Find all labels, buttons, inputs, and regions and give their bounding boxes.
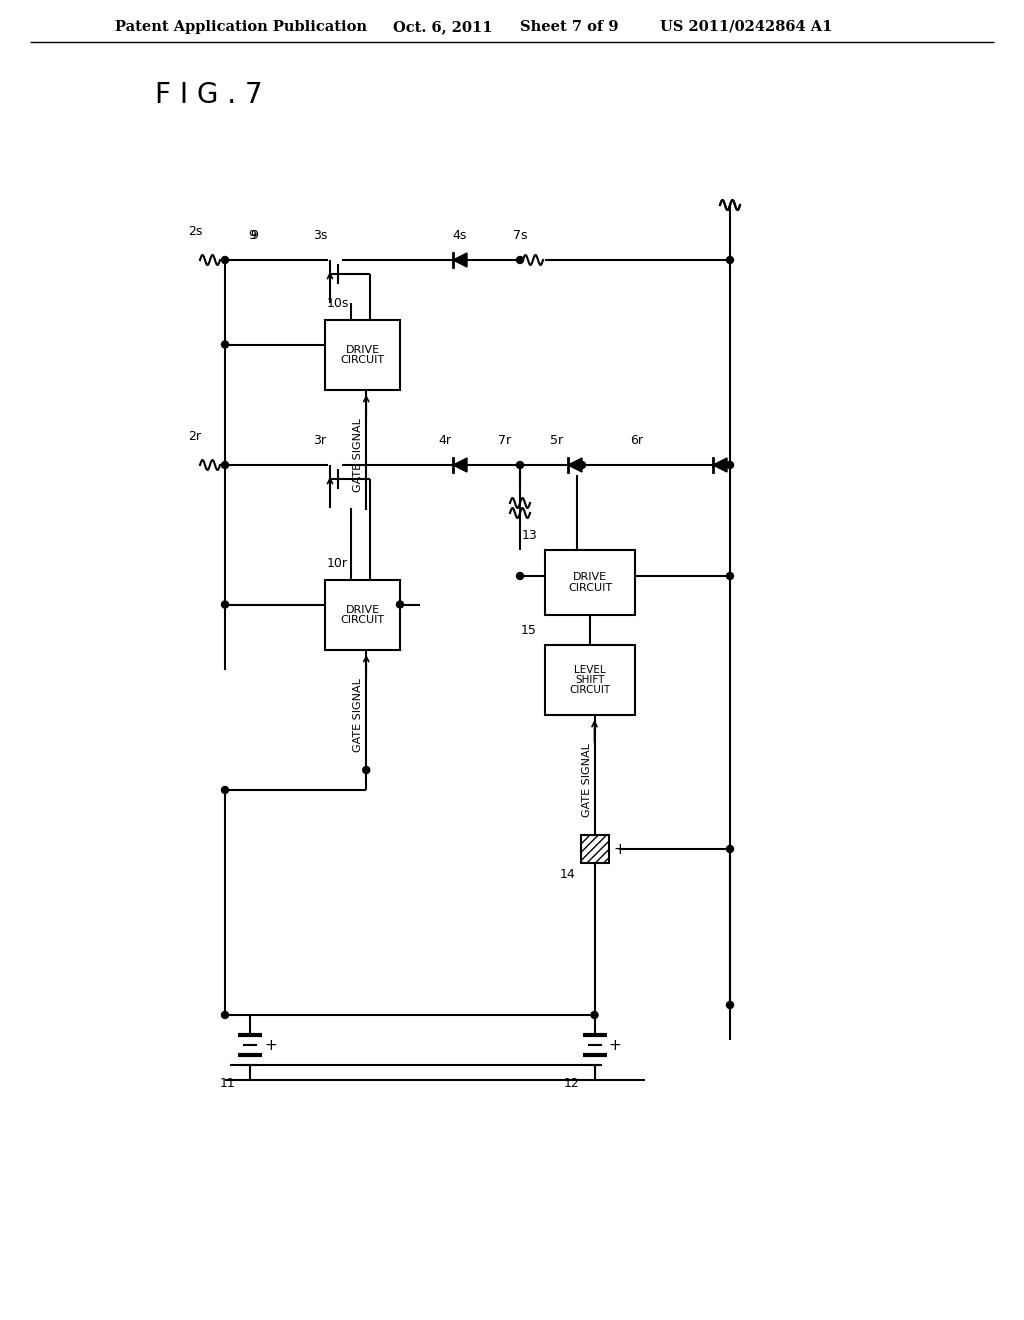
Text: 7s: 7s xyxy=(513,228,527,242)
Circle shape xyxy=(726,573,733,579)
Text: CIRCUIT: CIRCUIT xyxy=(340,355,385,366)
Circle shape xyxy=(221,601,228,609)
Text: LEVEL: LEVEL xyxy=(574,665,606,675)
Text: +: + xyxy=(613,842,627,857)
Text: 3r: 3r xyxy=(313,434,326,447)
Text: Oct. 6, 2011: Oct. 6, 2011 xyxy=(393,20,493,34)
Circle shape xyxy=(726,462,733,469)
Text: GATE SIGNAL: GATE SIGNAL xyxy=(353,678,364,752)
Text: 7r: 7r xyxy=(498,434,511,447)
Polygon shape xyxy=(568,458,582,473)
Circle shape xyxy=(221,787,228,793)
Text: +: + xyxy=(608,1038,622,1052)
Circle shape xyxy=(221,341,228,348)
Text: 5r: 5r xyxy=(550,434,563,447)
Polygon shape xyxy=(453,458,467,473)
Circle shape xyxy=(396,601,403,609)
Bar xyxy=(545,550,635,615)
Circle shape xyxy=(516,573,523,579)
Text: +: + xyxy=(264,1038,276,1052)
Text: F I G . 7: F I G . 7 xyxy=(155,81,262,110)
Circle shape xyxy=(221,462,228,469)
Circle shape xyxy=(726,846,733,853)
Polygon shape xyxy=(713,458,727,473)
Circle shape xyxy=(516,462,523,469)
Text: 10s: 10s xyxy=(327,297,349,310)
Text: 3s: 3s xyxy=(312,228,328,242)
Bar xyxy=(581,836,608,863)
Text: 12: 12 xyxy=(564,1077,580,1090)
Text: 9: 9 xyxy=(248,228,256,242)
Text: 4r: 4r xyxy=(438,434,451,447)
Circle shape xyxy=(591,1011,598,1019)
Text: DRIVE: DRIVE xyxy=(345,345,380,355)
Text: 9: 9 xyxy=(250,228,258,242)
Text: CIRCUIT: CIRCUIT xyxy=(340,615,385,626)
Circle shape xyxy=(726,256,733,264)
Text: 11: 11 xyxy=(219,1077,234,1090)
Text: 14: 14 xyxy=(560,869,575,880)
Text: 10r: 10r xyxy=(327,557,348,570)
Circle shape xyxy=(579,462,586,469)
Circle shape xyxy=(516,256,523,264)
Text: GATE SIGNAL: GATE SIGNAL xyxy=(582,743,592,817)
Text: 2s: 2s xyxy=(187,224,202,238)
Text: US 2011/0242864 A1: US 2011/0242864 A1 xyxy=(660,20,833,34)
Circle shape xyxy=(221,256,228,264)
Text: SHIFT: SHIFT xyxy=(575,675,605,685)
Text: Patent Application Publication: Patent Application Publication xyxy=(115,20,367,34)
Text: CIRCUIT: CIRCUIT xyxy=(568,582,612,593)
Text: 15: 15 xyxy=(521,624,537,638)
Text: 4s: 4s xyxy=(452,228,466,242)
Bar xyxy=(325,319,400,389)
Text: GATE SIGNAL: GATE SIGNAL xyxy=(353,418,364,492)
Bar xyxy=(545,645,635,715)
Bar xyxy=(325,579,400,649)
Text: CIRCUIT: CIRCUIT xyxy=(569,685,610,696)
Text: Sheet 7 of 9: Sheet 7 of 9 xyxy=(520,20,618,34)
Text: 6r: 6r xyxy=(630,434,643,447)
Circle shape xyxy=(362,767,370,774)
Bar xyxy=(581,836,608,863)
Text: 2r: 2r xyxy=(188,430,202,444)
Circle shape xyxy=(726,1002,733,1008)
Polygon shape xyxy=(453,253,467,267)
Circle shape xyxy=(221,1011,228,1019)
Text: DRIVE: DRIVE xyxy=(573,573,607,582)
Text: 13: 13 xyxy=(521,529,537,543)
Text: DRIVE: DRIVE xyxy=(345,605,380,615)
